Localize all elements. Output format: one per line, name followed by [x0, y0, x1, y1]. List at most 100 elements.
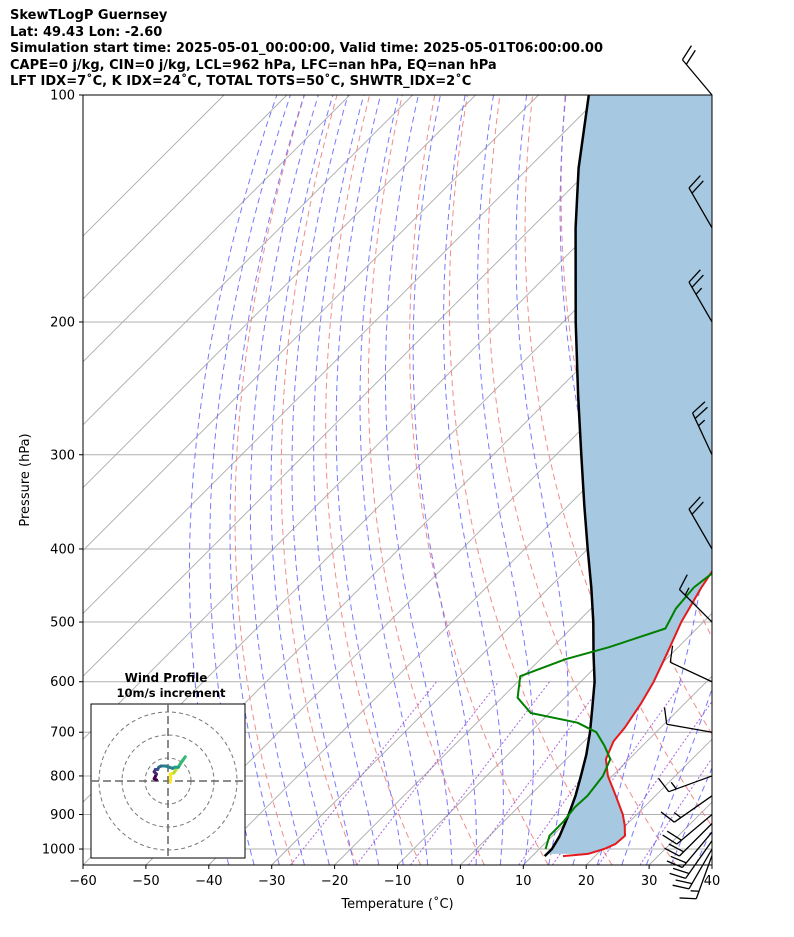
isotherm-line [83, 95, 288, 300]
isotherm-line [711, 864, 712, 865]
wind-barb-flag [666, 860, 683, 869]
wind-barb-half-flag [698, 419, 706, 427]
x-tick-label: −60 [69, 874, 96, 889]
wind-barb-flag [691, 501, 704, 515]
moist-adiabat [720, 95, 794, 865]
y-tick-label: 800 [50, 769, 75, 784]
wind-barb-staff [681, 59, 713, 96]
wind-barb-staff [670, 661, 713, 683]
moist-adiabat [359, 95, 429, 865]
chart-title: SkewTLogP Guernsey [10, 8, 168, 23]
isotherm-line [83, 95, 665, 677]
moist-adiabat [270, 95, 334, 865]
wind-barb-flag [679, 897, 697, 900]
wind-barb-flag [691, 180, 704, 194]
y-tick-label: 300 [50, 448, 75, 463]
dewpoint-line [516, 572, 712, 850]
wind-barb-flag [666, 830, 682, 841]
moist-adiabat [385, 95, 453, 865]
moist-adiabat [335, 95, 404, 865]
y-tick-label: 600 [50, 675, 75, 690]
wind-barb [662, 814, 713, 845]
wind-barb-half-flag [673, 811, 682, 819]
dry-adiabat [325, 95, 422, 865]
inset-title: Wind Profile [125, 671, 208, 685]
isotherm-line [397, 549, 712, 865]
wind-barb-flag [660, 811, 675, 823]
wind-barb-flag [672, 884, 690, 890]
wind-barb-flag [670, 855, 687, 864]
y-tick-label: 900 [50, 808, 75, 823]
wind-barb-half-flag [695, 287, 703, 295]
chart-header: SkewTLogP Guernsey Lat: 49.43 Lon: -2.60… [10, 8, 603, 91]
isotherm-line [83, 95, 539, 552]
x-tick-label: 40 [704, 874, 721, 889]
wind-barb-staff [688, 848, 713, 890]
parcel-path-line [543, 95, 596, 857]
moist-adiabat [412, 95, 477, 865]
convective-indices: LFT IDX=7˚C, K IDX=24˚C, TOTAL TOTS=50˚C… [10, 74, 472, 89]
wind-barb [658, 775, 713, 793]
wind-barb-staff [688, 187, 713, 229]
x-tick-label: −50 [132, 874, 159, 889]
wind-barb-flag [668, 843, 685, 853]
wind-barb-staff [691, 412, 713, 456]
isotherm-line [83, 95, 351, 363]
wind-barb [666, 831, 713, 869]
dry-adiabat [409, 95, 549, 865]
dry-adiabat [234, 95, 305, 865]
wind-barb-staff [688, 281, 713, 323]
wind-barb-staff [681, 831, 713, 868]
isotherm-line [83, 95, 602, 615]
moist-adiabat [249, 95, 319, 865]
isotherm-line [522, 675, 712, 865]
inset-subtitle: 10m/s increment [117, 686, 226, 700]
wind-barb-flag [662, 834, 678, 845]
wind-barb [681, 45, 713, 96]
moist-adiabat [291, 95, 355, 865]
wind-barb [664, 823, 713, 857]
wind-barb-flag [691, 274, 704, 288]
wind-barb-flag [685, 49, 696, 65]
wind-barb [688, 496, 713, 550]
wind-barb [669, 645, 713, 683]
wind-barb-flag [688, 175, 701, 189]
wind-barb-flag [688, 269, 701, 283]
x-axis-label: Temperature (˚C) [340, 896, 453, 912]
y-tick-label: 400 [50, 542, 75, 557]
mixing-ratio-line [409, 681, 550, 865]
simulation-times: Simulation start time: 2025-05-01_00:00:… [10, 41, 603, 56]
x-tick-label: −30 [258, 874, 285, 889]
stability-indices: CAPE=0 j/kg, CIN=0 j/kg, LCL=962 hPa, LF… [10, 57, 497, 73]
wind-barb-flag [688, 496, 701, 510]
wind-barb [669, 840, 713, 880]
moist-adiabat [229, 95, 305, 865]
wind-barb-flag [694, 406, 708, 419]
x-tick-label: −10 [384, 874, 411, 889]
wind-barb [679, 855, 713, 900]
y-tick-label: 1000 [42, 843, 75, 858]
wind-barb [691, 401, 713, 456]
wind-barb-staff [673, 795, 713, 823]
x-tick-label: 0 [456, 874, 464, 889]
y-tick-label: 500 [50, 616, 75, 631]
wind-barb-staff [685, 840, 713, 879]
isotherm-line [83, 95, 225, 237]
wind-barb-flag [675, 879, 693, 885]
x-tick-label: −40 [195, 874, 222, 889]
hodograph-segment [152, 777, 158, 782]
dry-adiabat [367, 95, 485, 865]
dry-adiabat [280, 95, 358, 865]
wind-barb-flag [692, 401, 706, 414]
dry-adiabat [761, 95, 794, 865]
wind-barb-flag [681, 45, 693, 61]
wind-barb-flag [663, 707, 668, 725]
mixing-ratio-line [518, 681, 652, 865]
wind-barb-half-flag [670, 781, 677, 790]
wind-barb-flag [678, 574, 688, 590]
wind-barb [672, 848, 713, 890]
wind-barb-staff [688, 508, 713, 550]
wind-barb-staff [676, 814, 713, 845]
wind-barb-flag [658, 777, 670, 793]
